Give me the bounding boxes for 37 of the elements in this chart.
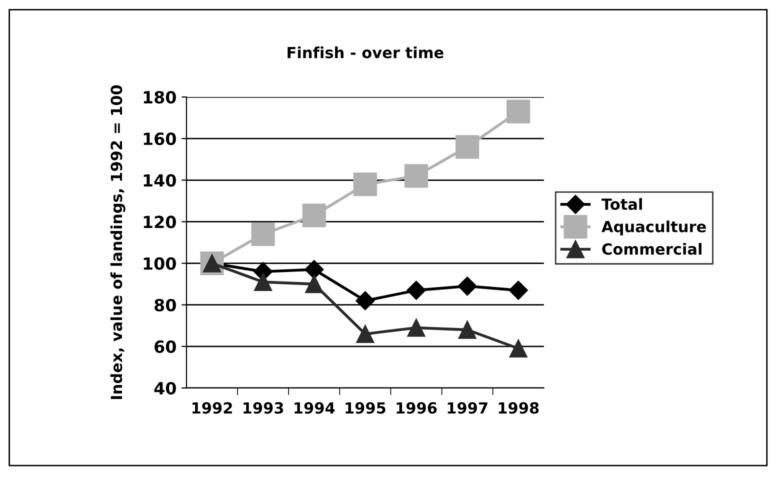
point [509,339,528,358]
y-tick-label: 160 [144,132,176,146]
point [407,318,426,337]
x-tick-label: 1997 [448,402,488,414]
legend-label: Aquaculture [602,220,706,236]
y-tick-label: 120 [144,216,176,228]
chart-title: Finfish - over time [288,46,444,58]
point [404,164,428,188]
x-tick-label: 1998 [498,402,539,414]
point [305,275,324,294]
point [406,280,426,300]
point [302,204,326,228]
point [456,135,480,159]
y-tick-label: 40 [154,382,176,395]
legend-label: Commercial [602,242,702,255]
legend-label: Total [602,198,642,210]
point [458,276,477,296]
point [506,100,530,124]
point [356,324,374,343]
x-tick-label: 1995 [346,402,386,414]
x-tick-label: 1994 [294,402,335,414]
y-tick-label: 60 [154,340,176,353]
point [356,291,375,310]
y-tick-label: 180 [144,90,176,104]
x-tick-label: 1996 [396,402,437,414]
y-tick-label: 140 [144,174,176,187]
x-tick-label: 1993 [244,402,284,414]
x-tick-label: 1992 [192,402,232,414]
point [353,172,377,196]
point [251,222,275,246]
y-axis-title: Index, value of landings, 1992 = 100 [110,85,126,400]
point [458,320,476,339]
y-tick-label: 80 [154,298,176,312]
point [304,260,324,280]
point [508,280,528,300]
y-tick-label: 100 [144,257,176,270]
point [254,272,272,292]
